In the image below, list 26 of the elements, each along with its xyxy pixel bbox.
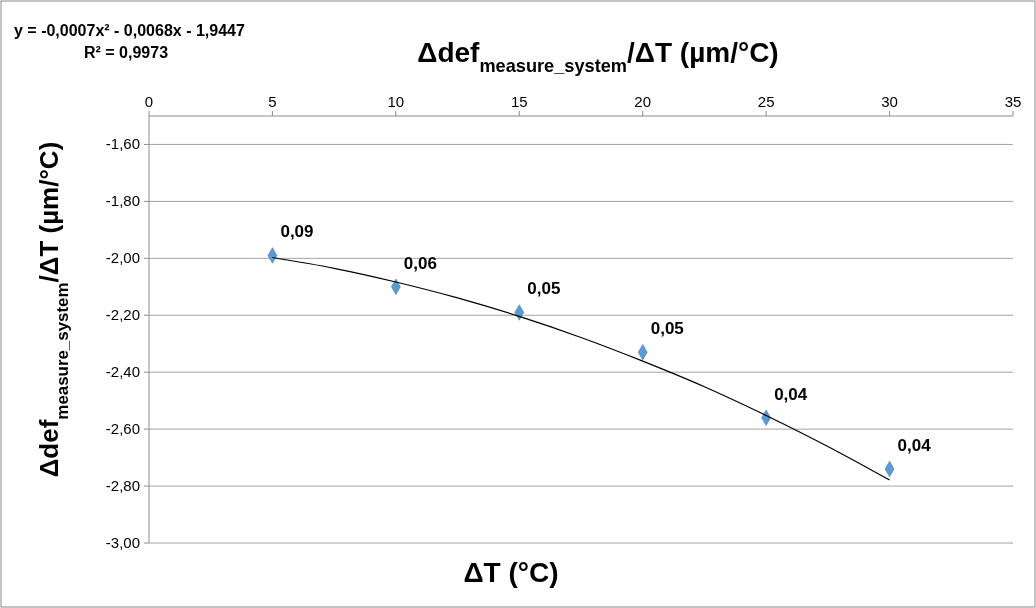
chart-title: Δdef$_{measure_system}$/ΔT (µm/°C): [417, 37, 779, 76]
annotation: 0,06: [403, 253, 437, 273]
x-tick-label: 20: [634, 93, 652, 110]
y-tick-label: -2,00: [105, 249, 140, 267]
y-tick-label: -2,80: [105, 477, 140, 495]
annotation: 0,09: [280, 222, 314, 242]
x-tick-label: 10: [387, 93, 405, 110]
x-tick-label: 5: [268, 93, 277, 110]
x-axis-title: ΔT (°C): [463, 557, 559, 588]
x-tick-label: 35: [1004, 93, 1022, 110]
y-tick-label: -1,80: [105, 192, 140, 210]
annotation: 0,04: [897, 435, 932, 455]
x-tick-label: 30: [881, 93, 898, 110]
annotation: 0,04: [774, 384, 808, 404]
text: R² = 0,9973: [83, 44, 169, 61]
x-tick-label: 15: [510, 93, 528, 110]
x-tick-label: 0: [144, 93, 154, 110]
y-tick-label: -2,60: [105, 420, 140, 438]
y-tick-label: -2,40: [105, 363, 140, 381]
annotation: 0,05: [527, 279, 561, 299]
y-tick-label: -3,00: [105, 534, 140, 551]
annotation: 0,05: [650, 319, 684, 339]
text: y = -0,0007x² - 0,0068x - 1,9447: [14, 22, 245, 39]
y-tick-label: -2,20: [105, 306, 140, 324]
y-tick-label: -1,60: [105, 135, 140, 153]
x-tick-label: 25: [757, 93, 775, 110]
